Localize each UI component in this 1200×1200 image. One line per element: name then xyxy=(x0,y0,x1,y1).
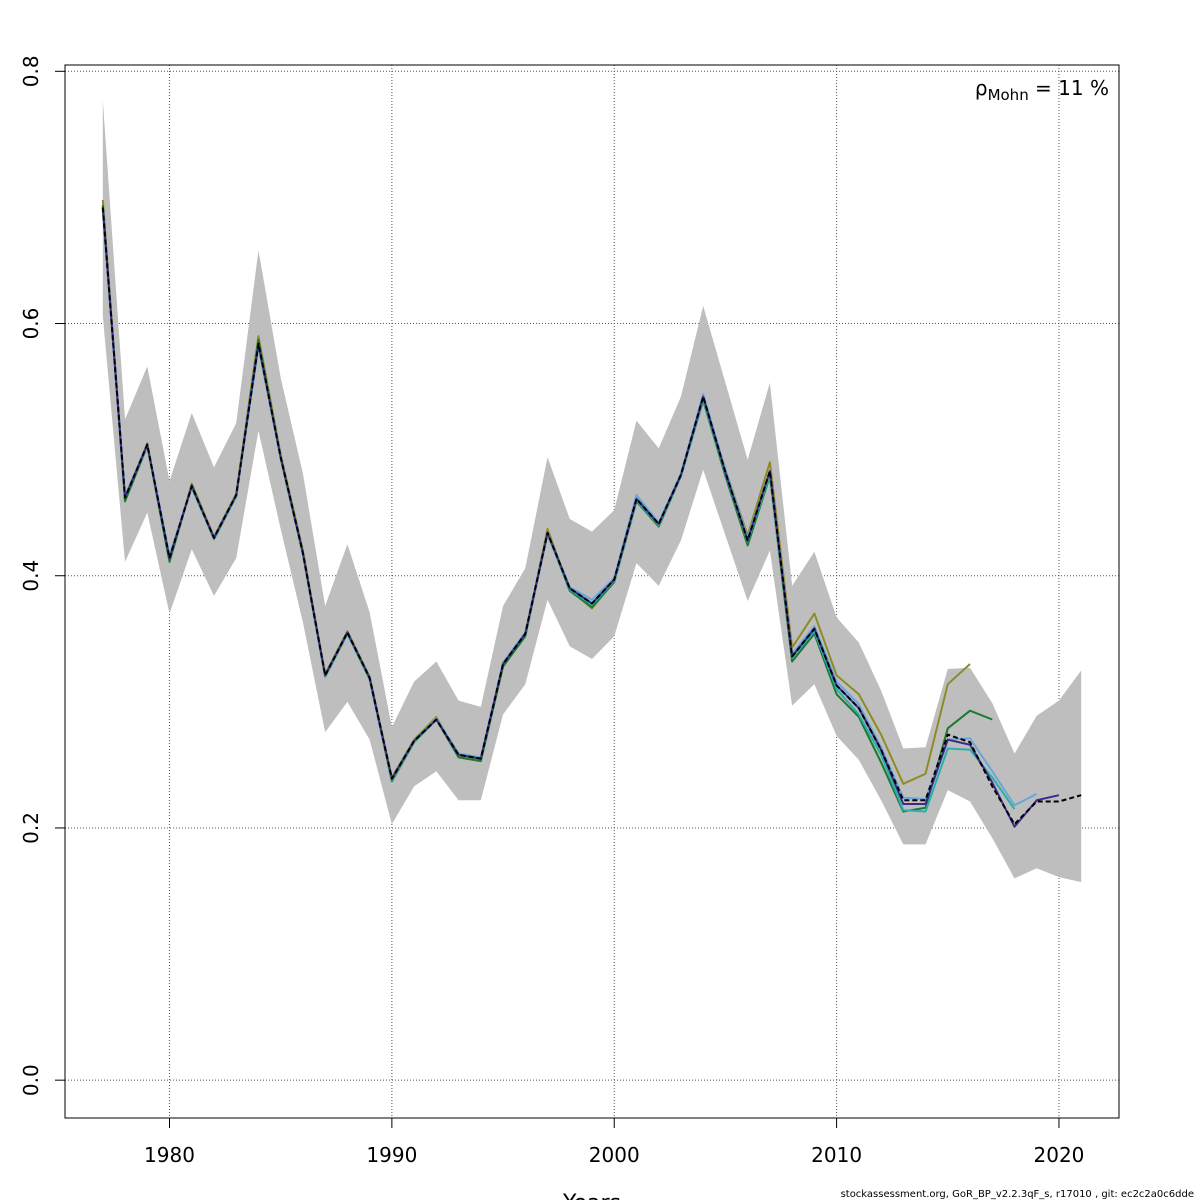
series-line xyxy=(101,207,1082,826)
confidence-band-layer xyxy=(102,100,1082,883)
y-tick-label: 0.8 xyxy=(19,55,43,87)
series-line xyxy=(101,207,1060,828)
x-tick-label: 1980 xyxy=(144,1143,195,1167)
series-layer xyxy=(101,199,1082,828)
axes xyxy=(55,64,1120,1128)
tick-labels: 1980 1990 2000 2010 2020 0.0 0.2 0.4 0.6 0.8 xyxy=(19,55,1084,1167)
x-tick-label: 1990 xyxy=(366,1143,417,1167)
x-tick-label: 2010 xyxy=(811,1143,862,1167)
confidence-band xyxy=(102,100,1082,883)
x-tick-label: 2020 xyxy=(1034,1143,1085,1167)
y-tick-label: 0.6 xyxy=(19,308,43,340)
y-tick-label: 0.4 xyxy=(19,560,43,592)
y-tick-label: 0.0 xyxy=(19,1064,43,1096)
mohn-rho-annotation: ρMohn = 11 % xyxy=(975,76,1109,104)
footer-credit: stockassessment.org, GoR_BP_v2.2.3qF_s, … xyxy=(840,1189,1194,1200)
x-axis-label: Years xyxy=(562,1191,621,1200)
y-tick-label: 0.2 xyxy=(19,812,43,844)
plot-frame xyxy=(64,64,1120,1119)
x-tick-label: 2000 xyxy=(589,1143,640,1167)
mohn-subscript: Mohn xyxy=(988,86,1029,104)
